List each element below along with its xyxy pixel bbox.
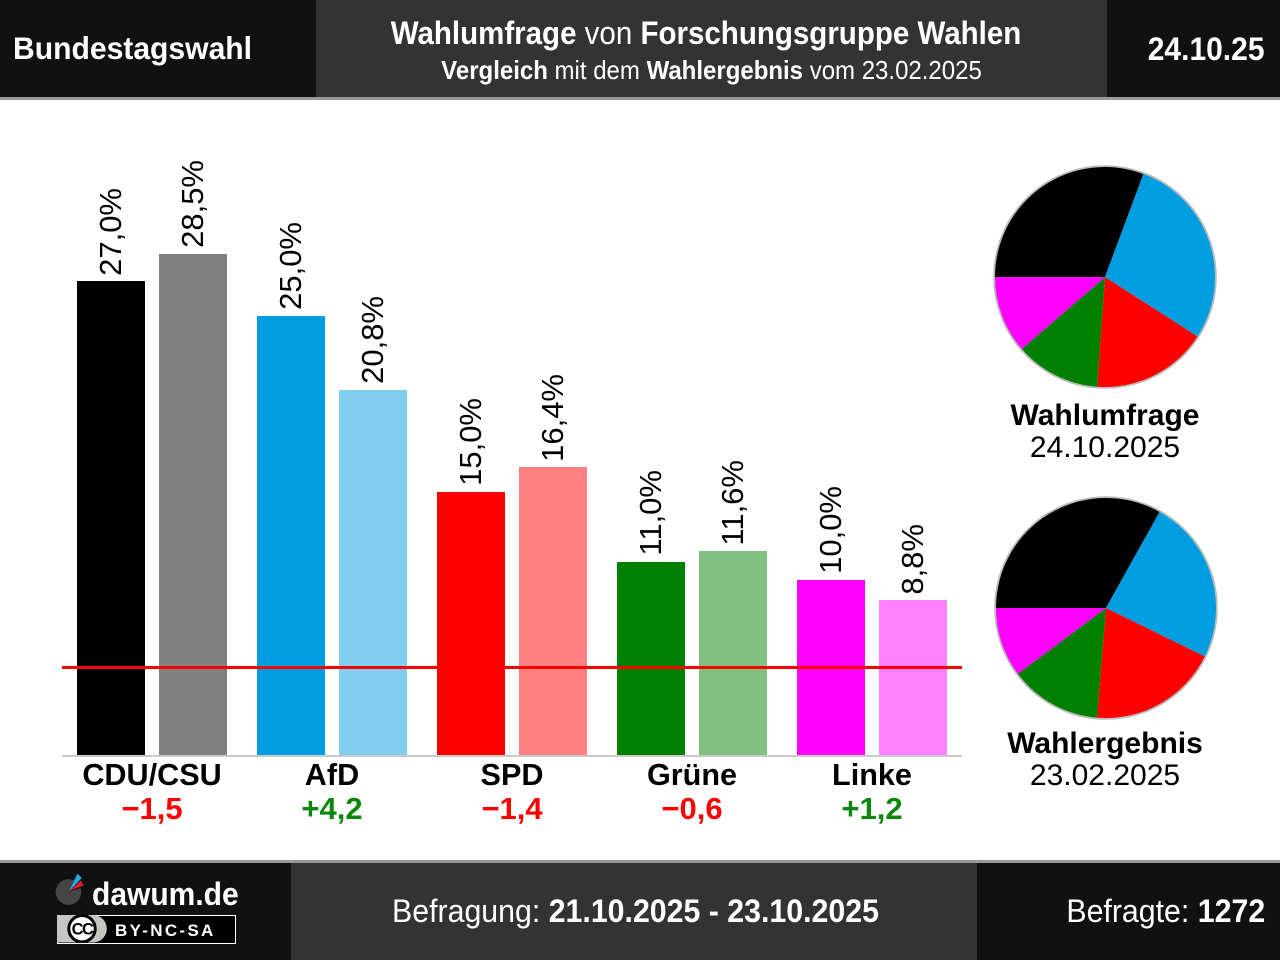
svg-text:CC: CC xyxy=(72,920,94,938)
